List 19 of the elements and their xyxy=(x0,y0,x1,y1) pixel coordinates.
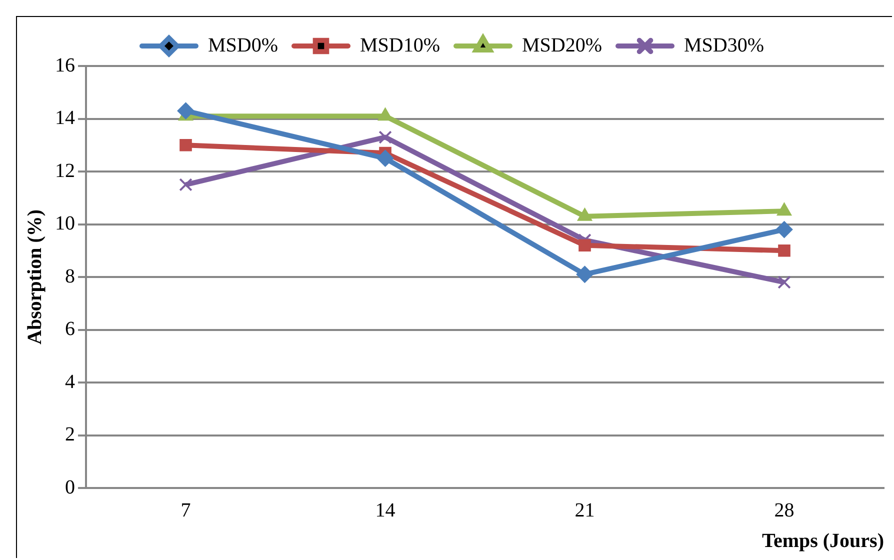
x-tick-label: 28 xyxy=(774,499,794,522)
legend-label: MSD30% xyxy=(684,34,764,56)
y-tick-label: 16 xyxy=(55,54,75,76)
legend-label: MSD20% xyxy=(522,34,602,56)
y-axis-title: Absorption (%) xyxy=(24,209,46,345)
legend-label: MSD0% xyxy=(208,34,278,56)
x-tick-label: 14 xyxy=(375,499,396,522)
x-tick-label: 7 xyxy=(180,499,191,522)
x-axis-title: Temps (Jours) xyxy=(762,530,884,552)
x-tick-label: 21 xyxy=(574,499,595,522)
y-tick-label: 10 xyxy=(55,212,75,234)
y-tick-label: 12 xyxy=(55,160,75,182)
y-tick-label: 14 xyxy=(55,107,75,129)
y-tick-label: 0 xyxy=(65,476,75,498)
y-tick-label: 2 xyxy=(65,424,75,446)
y-tick-label: 8 xyxy=(65,265,75,288)
y-tick-label: 6 xyxy=(65,318,75,340)
y-tick-label: 4 xyxy=(65,370,75,393)
legend-label: MSD10% xyxy=(360,34,440,56)
